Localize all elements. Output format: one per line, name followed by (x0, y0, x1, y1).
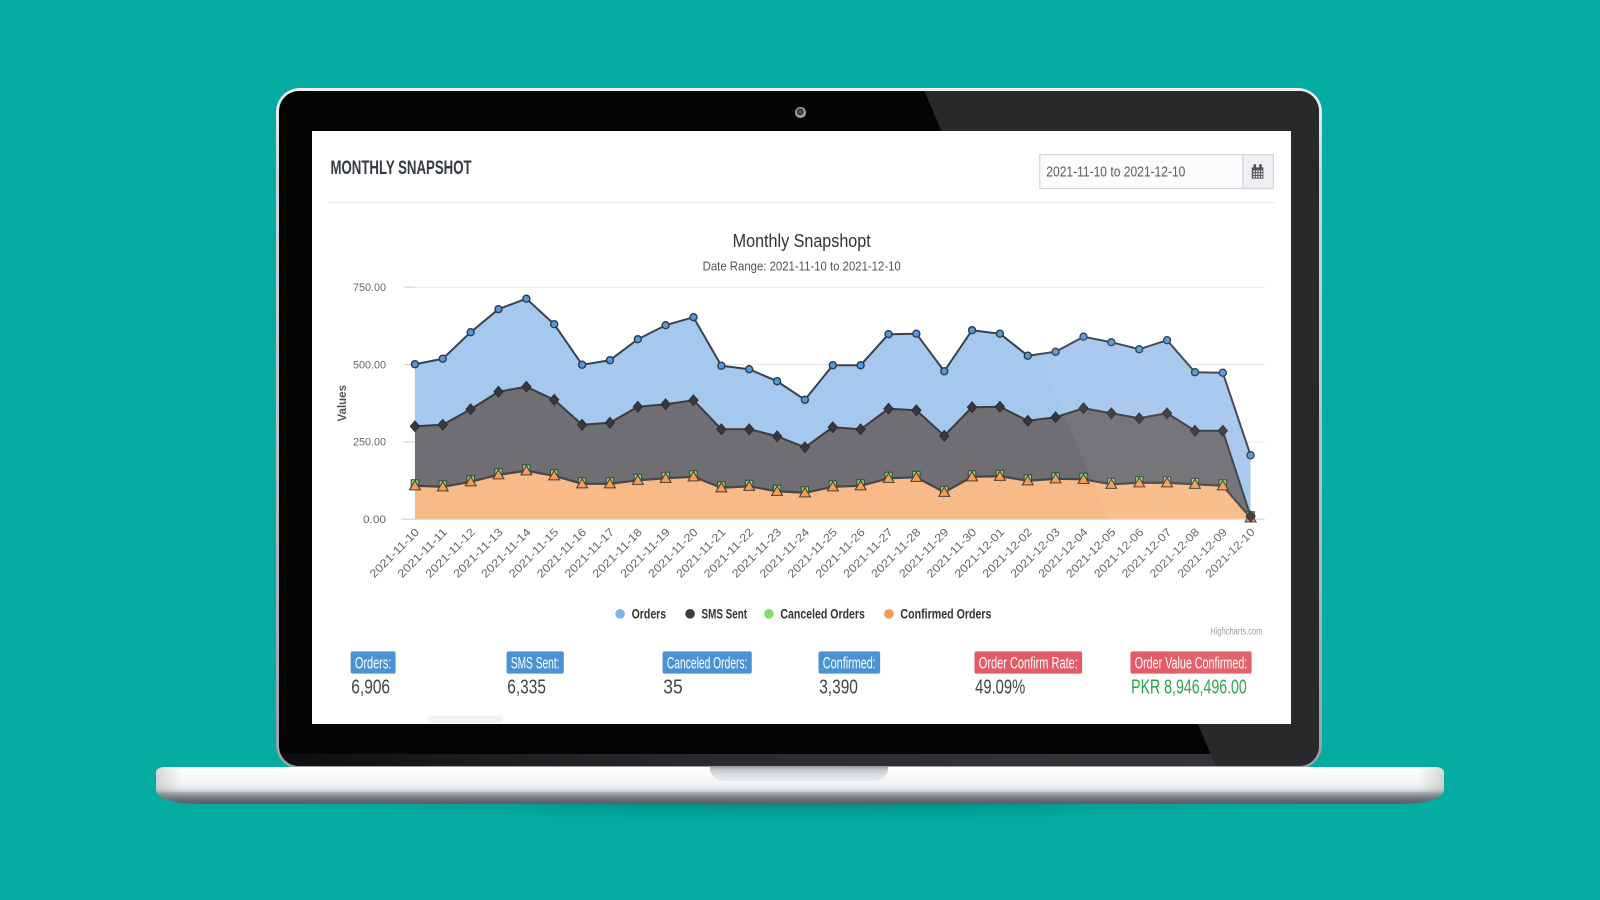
svg-text:Values: Values (337, 385, 349, 421)
svg-text:Orders:: Orders: (355, 653, 391, 672)
svg-text:PKR 8,946,496.00: PKR 8,946,496.00 (1131, 676, 1247, 698)
svg-text:Order Confirm Rate:: Order Confirm Rate: (979, 653, 1078, 672)
svg-text:Canceled Orders: Canceled Orders (780, 605, 865, 621)
svg-text:Canceled Orders:: Canceled Orders: (667, 653, 748, 672)
svg-text:0.00: 0.00 (363, 514, 386, 526)
svg-text:Confirmed:: Confirmed: (823, 653, 876, 672)
svg-text:MONTHLY SNAPSHOT: MONTHLY SNAPSHOT (331, 157, 472, 179)
svg-text:500.00: 500.00 (353, 359, 386, 371)
svg-text:Highcharts.com: Highcharts.com (1210, 626, 1262, 637)
svg-text:Confirmed Orders: Confirmed Orders (900, 605, 991, 621)
svg-text:250.00: 250.00 (353, 436, 386, 448)
svg-text:6,335: 6,335 (507, 676, 546, 698)
svg-text:6,906: 6,906 (351, 676, 390, 698)
svg-text:Monthly Snapshopt: Monthly Snapshopt (733, 230, 871, 251)
svg-text:Order Value Confirmed:: Order Value Confirmed: (1135, 653, 1248, 672)
svg-text:2021-11-10 to 2021-12-10: 2021-11-10 to 2021-12-10 (1046, 164, 1185, 180)
svg-text:750.00: 750.00 (353, 281, 386, 293)
svg-text:3,390: 3,390 (819, 676, 858, 698)
svg-text:49.09%: 49.09% (975, 676, 1025, 698)
svg-text:35: 35 (663, 676, 683, 698)
svg-text:SMS Sent: SMS Sent (702, 605, 748, 621)
svg-text:Date Range: 2021-11-10 to 2021: Date Range: 2021-11-10 to 2021-12-10 (703, 259, 901, 273)
svg-text:SMS Sent:: SMS Sent: (511, 653, 560, 672)
svg-text:Orders: Orders (632, 605, 667, 621)
